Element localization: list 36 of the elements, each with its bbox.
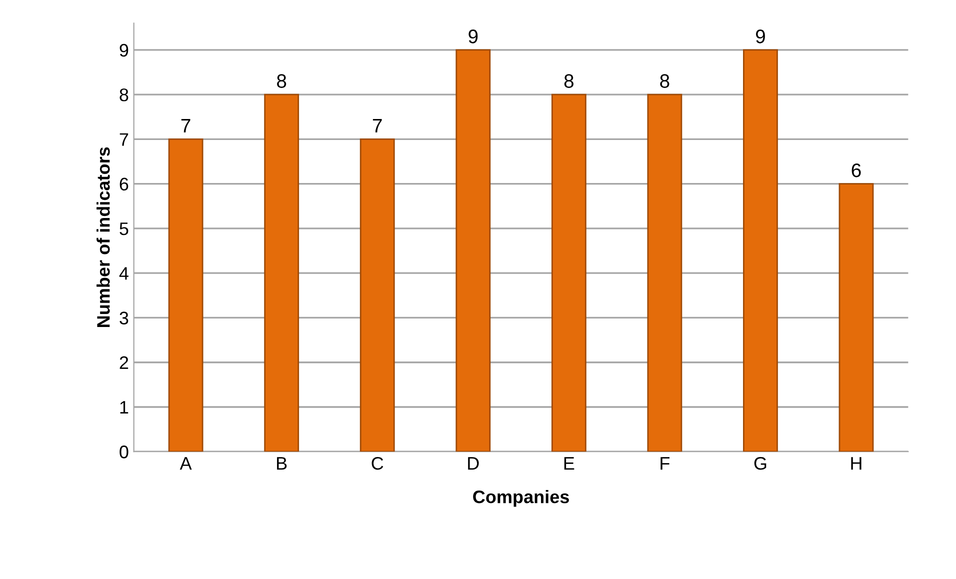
x-tick-label: E bbox=[564, 457, 574, 470]
data-label: 8 bbox=[660, 74, 670, 88]
y-tick-label: 6 bbox=[120, 178, 128, 191]
x-tick-label: C bbox=[372, 456, 384, 470]
x-tick-label: H bbox=[851, 457, 862, 470]
data-label: 8 bbox=[564, 74, 574, 88]
x-tick-label: D bbox=[468, 457, 479, 470]
y-tick-label: 8 bbox=[120, 88, 128, 102]
data-label: 7 bbox=[181, 119, 190, 132]
x-axis-title: Companies bbox=[473, 490, 569, 507]
data-label: 9 bbox=[756, 30, 765, 44]
y-axis-title: Number of indicators bbox=[96, 147, 110, 327]
data-label: 9 bbox=[468, 30, 478, 44]
x-tick-label: B bbox=[277, 457, 287, 470]
y-tick-label: 1 bbox=[120, 401, 128, 414]
data-label: 6 bbox=[852, 163, 861, 178]
y-tick-label: 4 bbox=[119, 267, 128, 280]
y-tick-label: 2 bbox=[120, 356, 128, 369]
x-tick-label: A bbox=[180, 457, 192, 470]
bar bbox=[456, 49, 491, 452]
bar bbox=[168, 138, 204, 452]
y-tick-label: 9 bbox=[120, 44, 128, 57]
y-tick-label: 3 bbox=[120, 312, 128, 324]
data-label: 8 bbox=[277, 74, 286, 88]
bar bbox=[551, 94, 586, 452]
data-label: 7 bbox=[372, 119, 382, 132]
bar bbox=[838, 183, 874, 452]
y-tick-label: 7 bbox=[120, 133, 128, 146]
bar bbox=[264, 94, 300, 452]
y-tick-label: 0 bbox=[120, 446, 128, 458]
bar bbox=[360, 138, 395, 452]
x-tick-label: F bbox=[660, 457, 670, 470]
bar bbox=[647, 94, 682, 452]
x-tick-label: G bbox=[754, 456, 766, 470]
y-tick-label: 5 bbox=[120, 222, 128, 236]
bar bbox=[743, 49, 778, 452]
